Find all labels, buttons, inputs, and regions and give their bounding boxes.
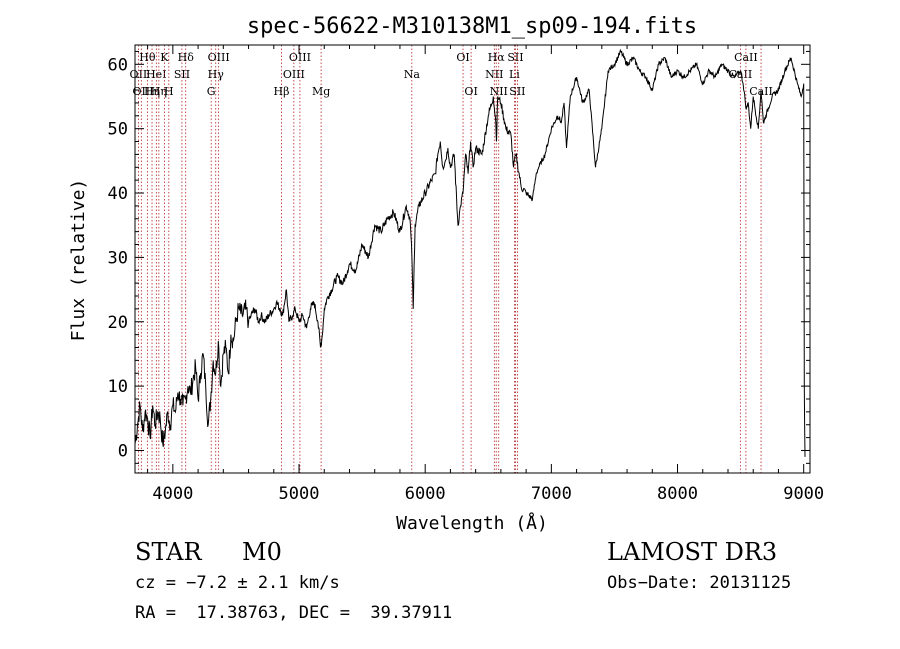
plot-frame bbox=[134, 44, 811, 474]
x-axis-label: Wavelength (Å) bbox=[396, 512, 548, 534]
x-tick-label: 5000 bbox=[279, 484, 320, 504]
x-tick-label: 9000 bbox=[783, 484, 824, 504]
line-marker-label: H bbox=[164, 85, 174, 98]
line-marker-label: Hθ bbox=[139, 51, 156, 64]
survey-name: LAMOST DR3 bbox=[607, 538, 778, 566]
y-tick-label: 10 bbox=[108, 377, 128, 397]
object-class: STAR bbox=[135, 538, 202, 566]
x-tick-label: 8000 bbox=[657, 484, 698, 504]
line-marker-label: Hη bbox=[151, 85, 167, 98]
line-marker-label: SII bbox=[507, 51, 523, 64]
x-tick-label: 4000 bbox=[152, 484, 193, 504]
flux-series-line bbox=[134, 48, 806, 457]
line-marker-label: Hδ bbox=[178, 51, 195, 64]
line-marker-label: OI bbox=[456, 51, 469, 64]
line-marker-label: OI bbox=[464, 85, 477, 98]
line-marker-label: Na bbox=[404, 68, 421, 81]
line-marker-label: SII bbox=[174, 68, 190, 81]
line-marker-label: CaII bbox=[734, 51, 758, 64]
line-marker-label: Mg bbox=[312, 85, 330, 98]
y-tick-label: 30 bbox=[108, 248, 128, 268]
line-marker-label: OIII bbox=[208, 51, 230, 64]
line-marker-label: Li bbox=[509, 68, 520, 81]
coordinates: RA = 17.38763, DEC = 39.37911 bbox=[135, 603, 453, 623]
line-marker-label: G bbox=[207, 85, 216, 98]
observation-date: Obs−Date: 20131125 bbox=[607, 573, 792, 593]
axis-ticks: 4000 5000 6000 7000 8000 9000 0 10 20 30 40 50 60 bbox=[108, 45, 824, 504]
y-tick-label: 0 bbox=[118, 441, 128, 461]
line-marker-label: OIII bbox=[283, 68, 305, 81]
line-marker-label: NII bbox=[485, 68, 503, 81]
x-tick-label: 6000 bbox=[405, 484, 446, 504]
line-marker-label: OII bbox=[132, 85, 150, 98]
line-marker-label: Hγ bbox=[208, 68, 225, 81]
line-marker-label: NII bbox=[490, 85, 508, 98]
redshift-velocity: cz = −7.2 ± 2.1 km/s bbox=[135, 573, 340, 593]
y-tick-label: 50 bbox=[108, 120, 128, 140]
emission-line-markers: OIIOIIHθHηHeIHηKHSIIHδGHγOIIIHβOIIIOIIIM… bbox=[130, 45, 773, 473]
line-marker-label: K bbox=[160, 51, 169, 64]
y-tick-label: 40 bbox=[108, 184, 128, 204]
object-subclass: M0 bbox=[242, 538, 282, 566]
y-tick-label: 20 bbox=[108, 313, 128, 333]
y-tick-label: 60 bbox=[108, 55, 128, 75]
line-marker-label: OIII bbox=[289, 51, 311, 64]
line-marker-label: OII bbox=[130, 68, 148, 81]
line-marker-label: Hβ bbox=[274, 85, 290, 98]
chart-title: spec-56622-M310138M1_sp09-194.fits bbox=[247, 14, 697, 39]
line-marker-label: Hα bbox=[488, 51, 506, 64]
line-marker-label: SII bbox=[509, 85, 525, 98]
y-axis-label: Flux (relative) bbox=[68, 179, 89, 342]
x-tick-label: 7000 bbox=[531, 484, 572, 504]
line-marker-label: HeI bbox=[146, 68, 166, 81]
